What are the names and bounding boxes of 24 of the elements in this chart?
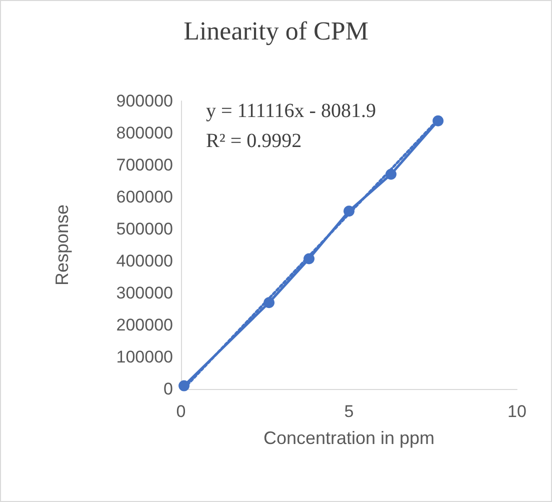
point xyxy=(344,206,354,217)
y-tick-label: 100000 xyxy=(116,348,173,366)
x-tick-label: 0 xyxy=(176,402,186,421)
y-axis-title: Response xyxy=(52,204,72,286)
y-tick-label: 300000 xyxy=(116,284,173,302)
y-tick-label: 900000 xyxy=(116,92,173,110)
point xyxy=(304,253,315,264)
y-tick-label: 0 xyxy=(164,380,173,398)
y-tick-label: 500000 xyxy=(116,220,173,238)
y-tick-label: 700000 xyxy=(116,156,173,174)
x-tick-label: 10 xyxy=(508,402,526,421)
annotation: R² = 0.9992 xyxy=(206,130,302,152)
chart-title: Linearity of CPM xyxy=(184,16,368,46)
point xyxy=(264,297,275,308)
x-tick-label: 5 xyxy=(344,402,354,421)
x-axis-title: Concentration in ppm xyxy=(263,428,435,448)
y-tick-label: 200000 xyxy=(116,316,173,334)
y-tick-label: 600000 xyxy=(116,188,173,206)
point xyxy=(178,380,190,392)
point xyxy=(386,168,396,180)
point xyxy=(432,115,444,126)
y-tick-label: 400000 xyxy=(116,252,173,270)
annotation: y = 111116x - 8081.9 xyxy=(206,100,376,122)
y-tick-label: 800000 xyxy=(116,124,173,142)
